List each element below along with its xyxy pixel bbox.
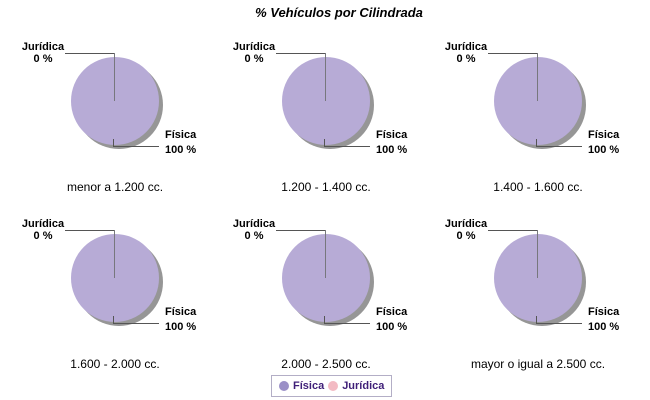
- pie-circle: [494, 57, 582, 145]
- pie-zero-slice-line: [325, 53, 326, 101]
- juridica-leader-line: [488, 230, 537, 231]
- fisica-tick-line: [536, 139, 537, 147]
- fisica-label: Física 100 %: [588, 128, 646, 158]
- fisica-label-value: 100 %: [165, 144, 197, 156]
- juridica-label-name: Jurídica: [444, 41, 488, 53]
- juridica-label-value: 0 %: [456, 230, 476, 242]
- juridica-label-value: 0 %: [244, 230, 264, 242]
- juridica-leader-line: [276, 230, 325, 231]
- fisica-tick-line: [113, 139, 114, 147]
- pie-caption: 1.400 - 1.600 cc.: [493, 180, 583, 194]
- pie-circle: [282, 57, 370, 145]
- juridica-label-value: 0 %: [244, 53, 264, 65]
- fisica-label-value: 100 %: [588, 144, 620, 156]
- fisica-label-value: 100 %: [588, 321, 620, 333]
- pie-caption: 1.200 - 1.400 cc.: [281, 180, 371, 194]
- pie-chart-cell-1: Jurídica 0 % Física 100 % menor a 1.200 …: [8, 33, 224, 203]
- pie-circle: [494, 234, 582, 322]
- fisica-leader-line: [114, 146, 159, 147]
- legend-label-fisica: Física: [293, 380, 325, 392]
- fisica-tick-line: [324, 139, 325, 147]
- juridica-label-name: Jurídica: [232, 218, 276, 230]
- fisica-label: Física 100 %: [165, 128, 223, 158]
- fisica-tick-line: [324, 316, 325, 324]
- fisica-leader-line: [114, 323, 159, 324]
- fisica-label: Física 100 %: [588, 305, 646, 335]
- pie-chart-cell-4: Jurídica 0 % Física 100 % 1.600 - 2.000 …: [8, 210, 224, 380]
- juridica-label-value: 0 %: [456, 53, 476, 65]
- pie-caption: 1.600 - 2.000 cc.: [70, 357, 160, 371]
- pie-caption: 2.000 - 2.500 cc.: [281, 357, 371, 371]
- pie-chart-cell-2: Jurídica 0 % Física 100 % 1.200 - 1.400 …: [219, 33, 435, 203]
- fisica-leader-line: [325, 323, 370, 324]
- fisica-label-name: Física: [588, 129, 620, 141]
- fisica-tick-line: [536, 316, 537, 324]
- fisica-label-name: Física: [588, 306, 620, 318]
- juridica-label-value: 0 %: [33, 53, 53, 65]
- juridica-label: Jurídica 0 %: [16, 218, 70, 242]
- juridica-label: Jurídica 0 %: [16, 41, 70, 65]
- pie-zero-slice-line: [114, 53, 115, 101]
- juridica-label: Jurídica 0 %: [439, 41, 493, 65]
- fisica-label: Física 100 %: [376, 305, 434, 335]
- pie-circle: [71, 234, 159, 322]
- legend-box: Física Jurídica: [271, 375, 393, 397]
- legend-swatch-juridica-icon: [328, 381, 339, 391]
- juridica-label: Jurídica 0 %: [227, 218, 281, 242]
- fisica-label-name: Física: [376, 129, 408, 141]
- legend-label-juridica: Jurídica: [342, 380, 385, 392]
- juridica-label-name: Jurídica: [21, 218, 65, 230]
- fisica-leader-line: [537, 323, 582, 324]
- juridica-leader-line: [488, 53, 537, 54]
- pie-chart-cell-3: Jurídica 0 % Física 100 % 1.400 - 1.600 …: [431, 33, 647, 203]
- fisica-label: Física 100 %: [165, 305, 223, 335]
- pie-zero-slice-line: [114, 230, 115, 278]
- fisica-label-value: 100 %: [165, 321, 197, 333]
- juridica-label-value: 0 %: [33, 230, 53, 242]
- pie-zero-slice-line: [537, 53, 538, 101]
- juridica-leader-line: [65, 53, 114, 54]
- fisica-label: Física 100 %: [376, 128, 434, 158]
- pie-chart-cell-6: Jurídica 0 % Física 100 % mayor o igual …: [431, 210, 647, 380]
- juridica-label: Jurídica 0 %: [439, 218, 493, 242]
- juridica-label-name: Jurídica: [21, 41, 65, 53]
- juridica-leader-line: [276, 53, 325, 54]
- pie-caption: mayor o igual a 2.500 cc.: [470, 357, 606, 371]
- juridica-label: Jurídica 0 %: [227, 41, 281, 65]
- pie-circle: [282, 234, 370, 322]
- pie-caption: menor a 1.200 cc.: [66, 180, 164, 194]
- fisica-label-value: 100 %: [376, 321, 408, 333]
- chart-title: % Vehículos por Cilindrada: [255, 5, 423, 20]
- fisica-tick-line: [113, 316, 114, 324]
- fisica-leader-line: [537, 146, 582, 147]
- pie-zero-slice-line: [537, 230, 538, 278]
- pie-zero-slice-line: [325, 230, 326, 278]
- fisica-leader-line: [325, 146, 370, 147]
- juridica-label-name: Jurídica: [232, 41, 276, 53]
- juridica-label-name: Jurídica: [444, 218, 488, 230]
- fisica-label-name: Física: [165, 129, 197, 141]
- pie-chart-cell-5: Jurídica 0 % Física 100 % 2.000 - 2.500 …: [219, 210, 435, 380]
- fisica-label-name: Física: [165, 306, 197, 318]
- fisica-label-value: 100 %: [376, 144, 408, 156]
- legend-swatch-fisica-icon: [279, 381, 289, 391]
- juridica-leader-line: [65, 230, 114, 231]
- fisica-label-name: Física: [376, 306, 408, 318]
- pie-circle: [71, 57, 159, 145]
